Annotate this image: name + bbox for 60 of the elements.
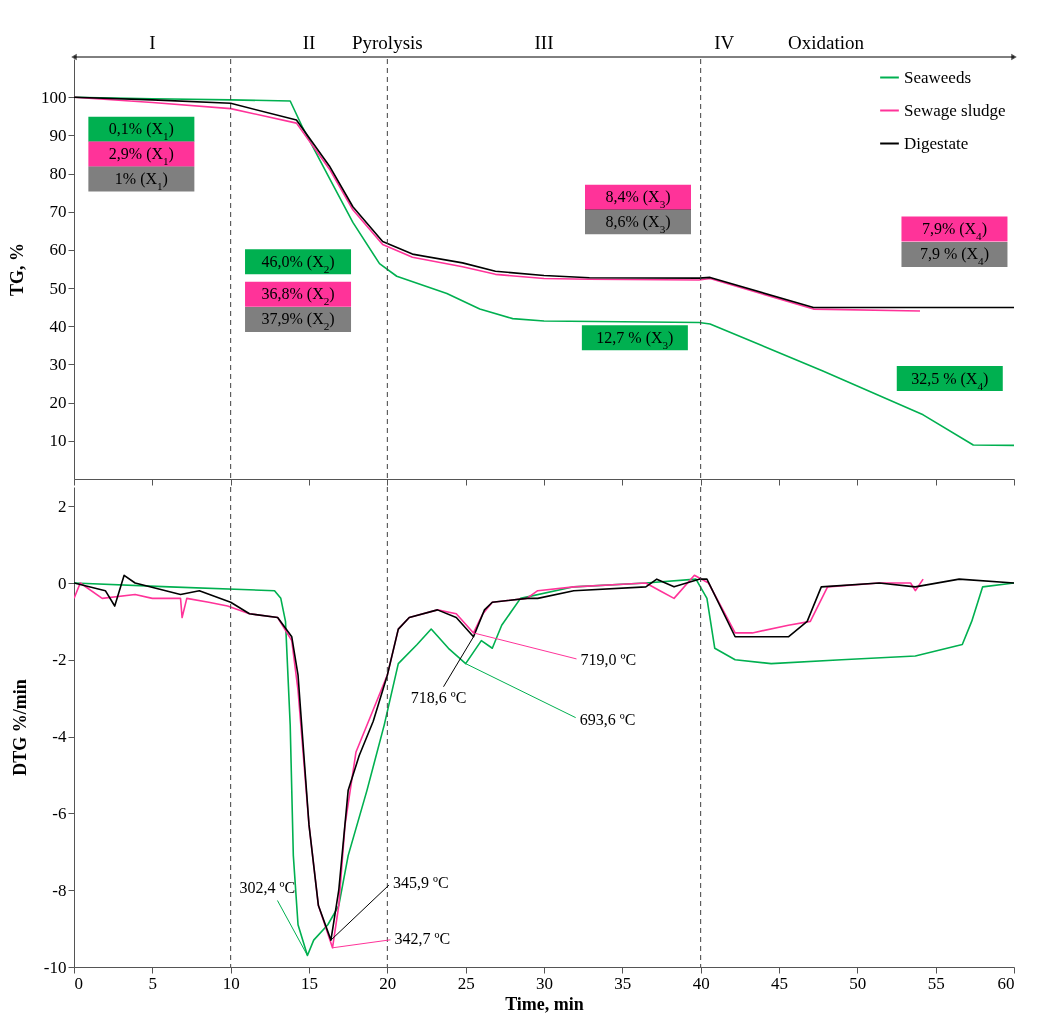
x-axis-title: Time, min: [505, 993, 584, 1014]
y-tick-label: -2: [52, 650, 67, 670]
annotation: 719,0 ºC: [580, 650, 637, 668]
annotation: 0,1% (X$_{1}$): [108, 120, 174, 143]
text: I: [149, 32, 156, 53]
x-tick-label: 30: [536, 973, 553, 993]
legend-label: Sewage sludge: [904, 100, 1006, 120]
annotation: 302,4 ºC: [239, 879, 296, 897]
x-tick-label: 50: [849, 973, 867, 993]
y-tick-label: -10: [43, 957, 67, 977]
x-tick-label: 15: [301, 973, 318, 993]
y-tick-label: 0: [58, 573, 67, 593]
annotation: 2,9% (X$_{1}$): [108, 145, 174, 168]
x-tick-label: 55: [927, 973, 945, 993]
y-tick-label: 30: [49, 354, 67, 374]
annotation: 345,9 ºC: [392, 874, 449, 892]
legend-label: Seaweeds: [904, 67, 972, 87]
y-tick-label: -4: [52, 727, 67, 747]
annotation: 718,6 ºC: [410, 688, 467, 706]
x-tick-label: 20: [379, 973, 397, 993]
x-tick-label: 60: [997, 973, 1015, 993]
x-tick-label: 10: [222, 973, 240, 993]
y-tick-label: 10: [49, 431, 67, 451]
x-tick-label: 25: [457, 973, 475, 993]
annotation: 693,6 ºC: [579, 710, 636, 728]
y-tick-label: 50: [49, 278, 67, 298]
y-tick-label: 40: [49, 316, 67, 336]
annotation: 12,7 % (X$_{3}$): [596, 328, 674, 351]
annotation: 342,7 ºC: [394, 929, 451, 947]
annotation: 8,6% (X$_{3}$): [605, 212, 671, 235]
y-tick-label: 100: [41, 87, 67, 107]
annotation: 37,9% (X$_{2}$): [261, 310, 335, 333]
annotation: 1% (X$_{1}$): [114, 169, 168, 192]
text: Pyrolysis: [351, 32, 423, 53]
legend-label: Digestate: [904, 133, 969, 153]
x-tick-label: 35: [614, 973, 632, 993]
y-tick-label: 2: [58, 496, 67, 516]
y-tick-label: 70: [49, 202, 67, 222]
annotation: 46,0% (X$_{2}$): [261, 252, 335, 275]
y-tick-label: 60: [49, 240, 67, 260]
annotation: 8,4% (X$_{3}$): [605, 188, 671, 211]
text: Oxidation: [788, 32, 865, 53]
annotation: 32,5 % (X$_{4}$): [911, 369, 989, 392]
y-axis-title: TG, %: [7, 242, 27, 297]
text: IV: [714, 32, 735, 53]
annotation: 7,9% (X$_{4}$): [921, 219, 988, 242]
x-tick-label: 45: [771, 973, 788, 993]
y-tick-label: -6: [52, 803, 67, 823]
x-tick-label: 40: [692, 973, 710, 993]
y-tick-label: -8: [52, 880, 67, 900]
x-tick-label: 5: [148, 973, 158, 993]
y-tick-label: 80: [49, 164, 67, 184]
annotation: 36,8% (X$_{2}$): [261, 285, 335, 308]
y-axis-title: DTG %/min: [9, 679, 30, 776]
y-tick-label: 90: [49, 125, 67, 145]
text: III: [534, 32, 554, 53]
y-tick-label: 20: [49, 393, 67, 413]
x-tick-label: 0: [74, 973, 83, 993]
annotation: 7,9 % (X$_{4}$): [919, 245, 990, 268]
text: II: [302, 32, 316, 53]
